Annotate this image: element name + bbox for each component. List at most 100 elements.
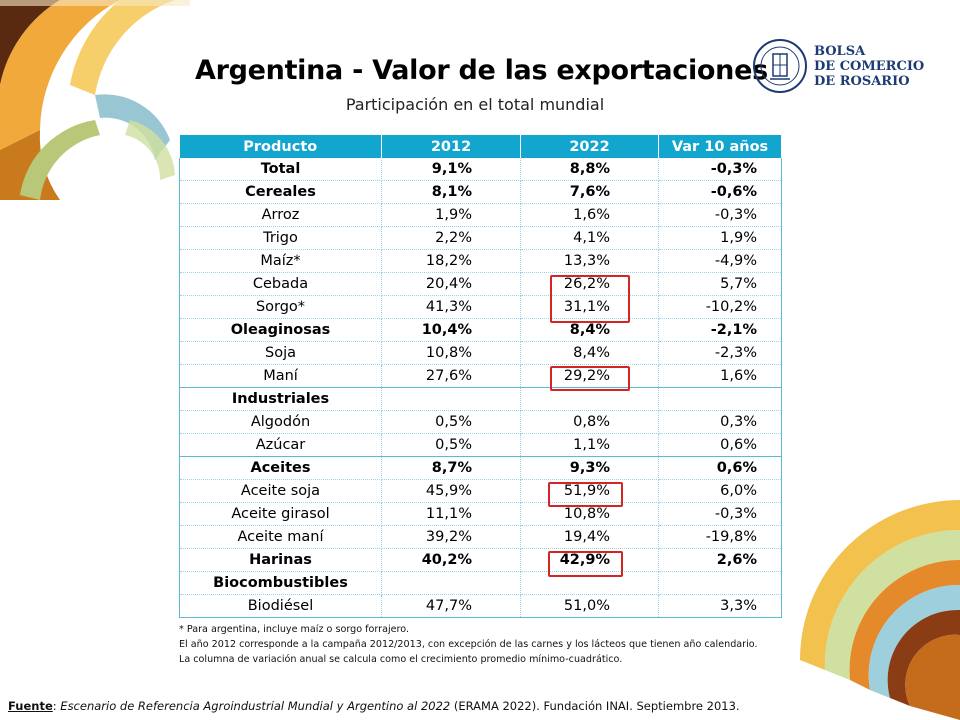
table-row: Algodón 0,5% 0,8% 0,3% (179, 410, 782, 434)
cell-var (658, 387, 782, 411)
cell-2022: 8,4% (520, 341, 659, 365)
cell-2022: 8,4% (520, 318, 659, 342)
cell-var: -4,9% (658, 249, 782, 273)
cell-2022: 19,4% (520, 525, 659, 549)
cell-var: -0,3% (658, 158, 782, 181)
cell-var (658, 571, 782, 595)
exports-table: Producto 2012 2022 Var 10 años Total 9,1%… (179, 135, 782, 618)
cell-2012: 11,1% (381, 502, 521, 526)
footnotes: * Para argentina, incluye maíz o sorgo f… (179, 622, 779, 668)
cell-producto: Soja (179, 341, 382, 365)
cell-2012: 47,7% (381, 594, 521, 618)
table-row: Aceite soja 45,9% 51,9% 6,0% (179, 479, 782, 503)
highlight-box (548, 482, 623, 507)
cell-var: -2,3% (658, 341, 782, 365)
cell-2012: 10,8% (381, 341, 521, 365)
cell-producto: Biocombustibles (179, 571, 382, 595)
cell-2012 (381, 571, 521, 595)
table-row: Azúcar 0,5% 1,1% 0,6% (179, 433, 782, 457)
cell-producto: Aceite maní (179, 525, 382, 549)
page-title: Argentina - Valor de las exportaciones (195, 55, 768, 86)
cell-producto: Azúcar (179, 433, 382, 457)
cell-producto: Aceites (179, 456, 382, 480)
cell-producto: Total (179, 158, 382, 181)
cell-2012: 8,1% (381, 180, 521, 204)
cell-producto: Cebada (179, 272, 382, 296)
cell-2012: 39,2% (381, 525, 521, 549)
cell-2022 (520, 571, 659, 595)
bolsa-logo: BOLSA DE COMERCIO DE ROSARIO (752, 38, 937, 98)
cell-2022: 0,8% (520, 410, 659, 434)
cell-producto: Maní (179, 364, 382, 388)
cell-2012: 9,1% (381, 158, 521, 181)
cell-producto: Industriales (179, 387, 382, 411)
cell-producto: Oleaginosas (179, 318, 382, 342)
cell-2012: 27,6% (381, 364, 521, 388)
table-row: Arroz 1,9% 1,6% -0,3% (179, 203, 782, 227)
cell-var: -10,2% (658, 295, 782, 319)
table-row: Industriales (179, 387, 782, 411)
table-row: Aceites 8,7% 9,3% 0,6% (179, 456, 782, 480)
table-row: Maíz* 18,2% 13,3% -4,9% (179, 249, 782, 273)
cell-2022: 26,2% (520, 272, 659, 296)
cell-var: -0,3% (658, 203, 782, 227)
cell-2012: 1,9% (381, 203, 521, 227)
cell-2012: 10,4% (381, 318, 521, 342)
source-sep: : (52, 699, 61, 713)
header-2012: 2012 (381, 135, 521, 158)
footnote: La columna de variación anual se calcula… (179, 654, 623, 666)
cell-var: 2,6% (658, 548, 782, 572)
source-label: Fuente (8, 699, 53, 713)
cell-var: 6,0% (658, 479, 782, 503)
cell-2012: 18,2% (381, 249, 521, 273)
decorative-arcs-bottom-right (800, 500, 960, 720)
table-row: Sorgo* 41,3% 31,1% -10,2% (179, 295, 782, 319)
table-row: Biodiésel 47,7% 51,0% 3,3% (179, 594, 782, 618)
cell-2012: 40,2% (381, 548, 521, 572)
cell-producto: Trigo (179, 226, 382, 250)
cell-2012: 8,7% (381, 456, 521, 480)
cell-var: 5,7% (658, 272, 782, 296)
cell-producto: Aceite girasol (179, 502, 382, 526)
table-row: Cereales 8,1% 7,6% -0,6% (179, 180, 782, 204)
table-row: Soja 10,8% 8,4% -2,3% (179, 341, 782, 365)
cell-2022: 1,6% (520, 203, 659, 227)
cell-2022: 10,8% (520, 502, 659, 526)
table-row: Biocombustibles (179, 571, 782, 595)
cell-2012: 20,4% (381, 272, 521, 296)
cell-2022: 51,0% (520, 594, 659, 618)
table-body: Total 9,1% 8,8% -0,3% Cereales 8,1% 7,6% -0,6% A… (179, 158, 782, 618)
cell-var: -0,6% (658, 180, 782, 204)
cell-2012: 41,3% (381, 295, 521, 319)
cell-producto: Sorgo* (179, 295, 382, 319)
cell-2022: 7,6% (520, 180, 659, 204)
cell-var: -19,8% (658, 525, 782, 549)
cell-2012: 45,9% (381, 479, 521, 503)
cell-producto: Maíz* (179, 249, 382, 273)
table-row: Trigo 2,2% 4,1% 1,9% (179, 226, 782, 250)
cell-var: 0,6% (658, 433, 782, 457)
highlight-box (550, 275, 630, 323)
cell-producto: Arroz (179, 203, 382, 227)
cell-var: 0,3% (658, 410, 782, 434)
cell-2022: 4,1% (520, 226, 659, 250)
highlight-box (550, 366, 630, 391)
decorative-arcs-top-left (0, 0, 190, 200)
table-row: Oleaginosas 10,4% 8,4% -2,1% (179, 318, 782, 342)
footnote: * Para argentina, incluye maíz o sorgo f… (179, 624, 410, 635)
cell-producto: Cereales (179, 180, 382, 204)
cell-2022: 8,8% (520, 158, 659, 181)
highlight-box (548, 551, 623, 577)
cell-2022: 51,9% (520, 479, 659, 503)
cell-2012: 0,5% (381, 433, 521, 457)
cell-2022: 42,9% (520, 548, 659, 572)
cell-2012: 2,2% (381, 226, 521, 250)
cell-var: 1,6% (658, 364, 782, 388)
table-row: Aceite maní 39,2% 19,4% -19,8% (179, 525, 782, 549)
table-row: Cebada 20,4% 26,2% 5,7% (179, 272, 782, 296)
table-row: Maní 27,6% 29,2% 1,6% (179, 364, 782, 388)
logo-name: BOLSA DE COMERCIO DE ROSARIO (814, 44, 925, 89)
cell-producto: Algodón (179, 410, 382, 434)
cell-var: 0,6% (658, 456, 782, 480)
table-row: Total 9,1% 8,8% -0,3% (179, 158, 782, 181)
